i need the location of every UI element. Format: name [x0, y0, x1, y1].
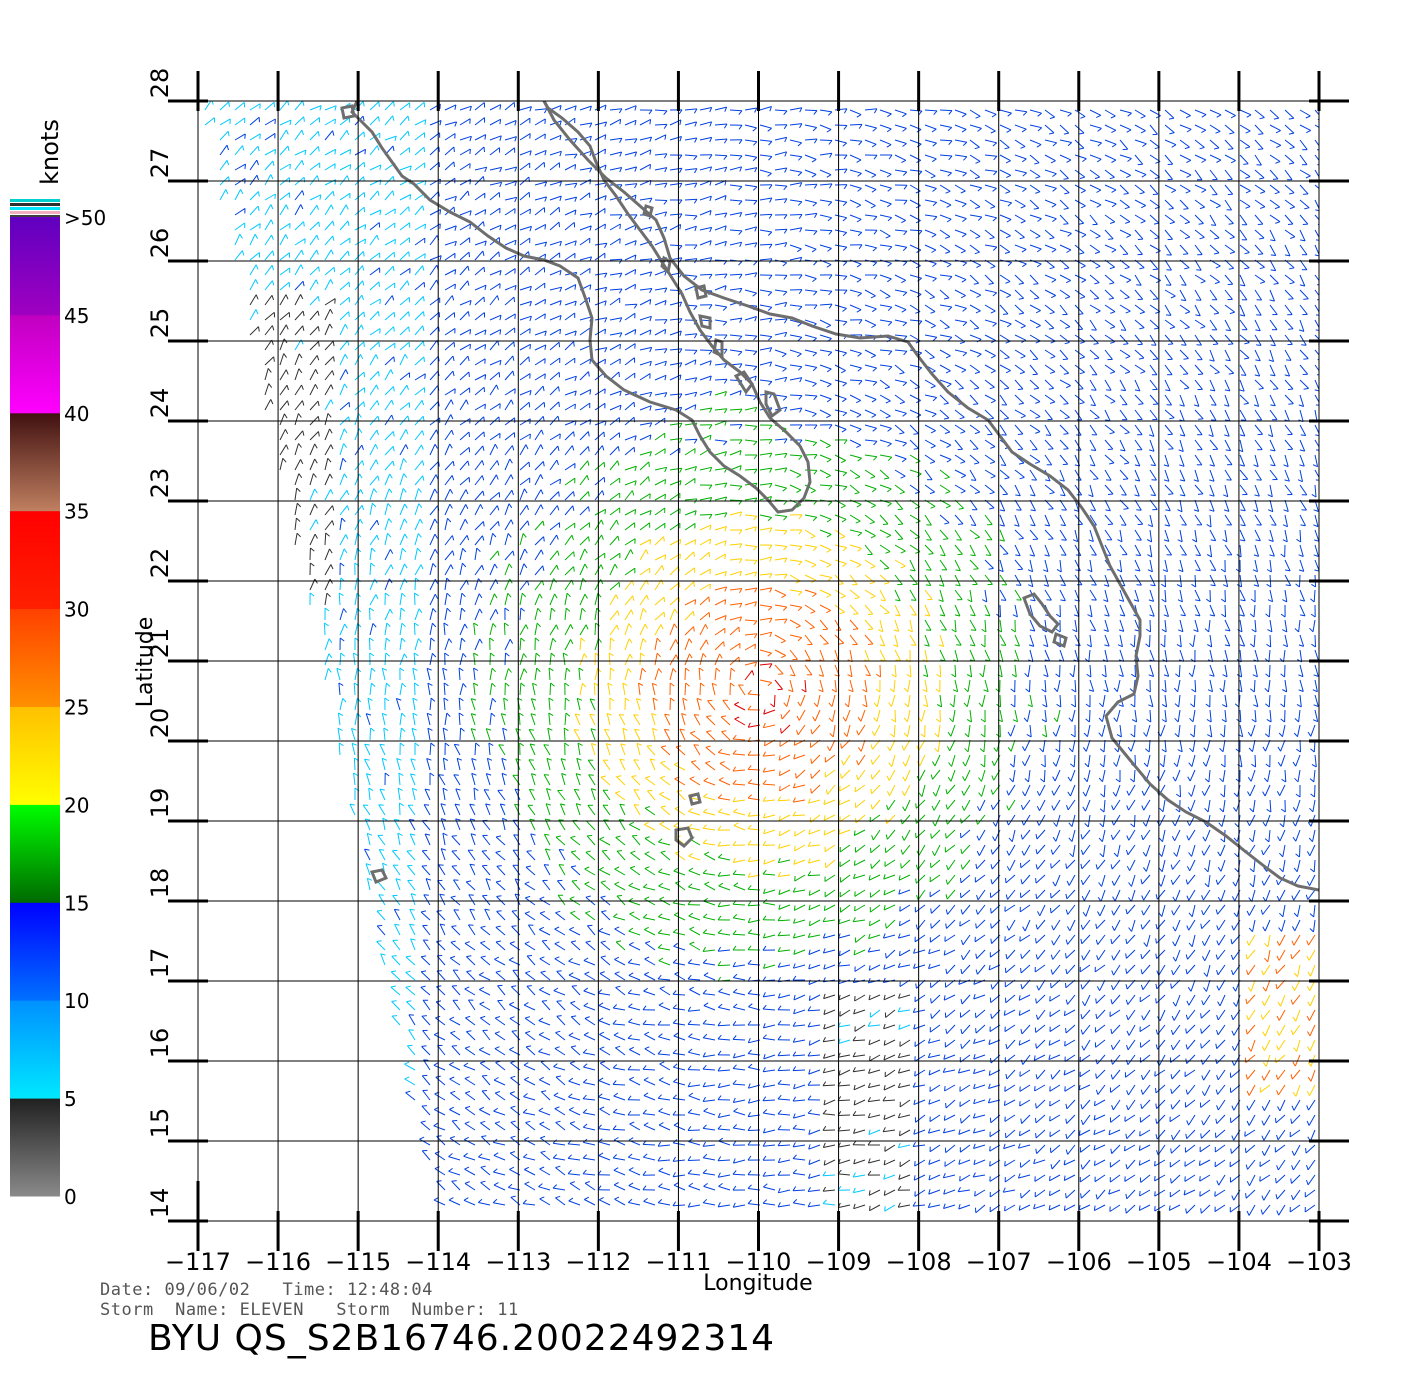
- colorbar-top-stripes: [10, 199, 60, 217]
- lon-tick-label: −116: [245, 1248, 311, 1276]
- lon-tick-label: −110: [726, 1248, 792, 1276]
- storm-name-value: ELEVEN: [239, 1300, 304, 1320]
- san-benedicto-island: [688, 792, 702, 806]
- colorbar-label: 30: [64, 598, 89, 622]
- storm-info-line: Storm Name: ELEVEN Storm Number: 11: [100, 1300, 519, 1320]
- colorbar-band: [10, 314, 60, 414]
- lat-tick-label: 17: [146, 948, 174, 979]
- colorbar-label: 0: [64, 1185, 77, 1209]
- colorbar-label: 25: [64, 696, 89, 720]
- lat-tick-label: 24: [146, 388, 174, 419]
- colorbar-band: [10, 1098, 60, 1197]
- storm-name-label: Storm Name:: [100, 1300, 229, 1320]
- product-id: BYU QS_S2B16746.20022492314: [148, 1318, 776, 1359]
- lon-tick-label: −106: [1046, 1248, 1112, 1276]
- storm-number-label: Storm Number:: [336, 1300, 487, 1320]
- lat-tick-label: 26: [146, 228, 174, 259]
- baja-california-coast: [350, 101, 812, 514]
- date-time-line: Date: 09/06/02 Time: 12:48:04: [100, 1280, 433, 1300]
- latitude-tick-labels: 14 15 16 17 18 19 20 21 22 23 24 25 26 27 28: [146, 68, 174, 1219]
- lat-tick-label: 28: [146, 68, 174, 99]
- colorbar-units: knots: [36, 119, 64, 185]
- map-frame: [168, 71, 1349, 1251]
- lon-tick-label: −115: [325, 1248, 391, 1276]
- lon-tick-label: −103: [1286, 1248, 1352, 1276]
- gulf-islands: [340, 104, 782, 419]
- longitude-tick-labels: −117 −116 −115 −114 −113 −112 −111 −110 −109 −108…: [165, 1248, 1352, 1276]
- storm-number-value: 11: [497, 1300, 519, 1320]
- lat-tick-label: 15: [146, 1108, 174, 1139]
- colorbar-label: >50: [64, 206, 106, 230]
- lat-tick-label: 25: [146, 308, 174, 339]
- tres-marias-islands: [1022, 592, 1068, 649]
- colorbar-label: 20: [64, 793, 89, 817]
- lat-lon-grid: [168, 71, 1349, 1251]
- lon-tick-label: −109: [806, 1248, 872, 1276]
- x-axis-title: Longitude: [703, 1271, 812, 1296]
- lat-tick-label: 21: [146, 628, 174, 659]
- colorbar-band: [10, 217, 60, 316]
- colorbar-labels: 0 5 10 15 20 25 30 35 40 45 >50: [64, 206, 106, 1209]
- colorbar-bands: [10, 217, 60, 1197]
- lon-tick-label: −107: [966, 1248, 1032, 1276]
- colorbar-band: [10, 706, 60, 805]
- colorbar-band: [10, 902, 60, 1001]
- date-label: Date:: [100, 1280, 154, 1300]
- lat-tick-label: 14: [146, 1188, 174, 1219]
- colorbar-label: 45: [64, 304, 89, 328]
- time-label: Time:: [282, 1280, 337, 1300]
- wind-vector-field: [204, 101, 1319, 1216]
- date-value: 09/06/02: [164, 1280, 251, 1300]
- colorbar-label: 5: [64, 1087, 77, 1111]
- colorbar-label: 10: [64, 989, 89, 1013]
- colorbar-band: [10, 412, 60, 512]
- lon-tick-label: −114: [405, 1248, 471, 1276]
- lat-tick-label: 16: [146, 1028, 174, 1059]
- colorbar-label: 35: [64, 500, 89, 524]
- lat-tick-label: 19: [146, 788, 174, 819]
- colorbar-label: 40: [64, 402, 89, 426]
- lat-tick-label: 27: [146, 148, 174, 179]
- colorbar-band: [10, 608, 60, 707]
- lat-tick-label: 20: [146, 708, 174, 739]
- mainland-mexico-coast: [542, 101, 1319, 892]
- lat-tick-label: 22: [146, 548, 174, 579]
- lon-tick-label: −111: [645, 1248, 711, 1276]
- clarion-island: [369, 868, 389, 884]
- lon-tick-label: −105: [1126, 1248, 1192, 1276]
- colorbar-label: 15: [64, 891, 89, 915]
- lon-tick-label: −113: [485, 1248, 551, 1276]
- lon-tick-label: −117: [165, 1248, 231, 1276]
- socorro-island: [674, 826, 694, 848]
- colorbar-band: [10, 510, 60, 610]
- colorbar-band: [10, 1000, 60, 1099]
- lat-tick-label: 18: [146, 868, 174, 899]
- time-value: 12:48:04: [346, 1280, 433, 1300]
- lon-tick-label: −112: [565, 1248, 631, 1276]
- lon-tick-label: −108: [886, 1248, 952, 1276]
- lat-tick-label: 23: [146, 468, 174, 499]
- lon-tick-label: −104: [1206, 1248, 1272, 1276]
- colorbar: 0 5 10 15 20 25 30 35 40 45 >50 knots: [10, 119, 106, 1209]
- colorbar-band: [10, 804, 60, 903]
- y-axis-title: Latitude: [133, 617, 158, 708]
